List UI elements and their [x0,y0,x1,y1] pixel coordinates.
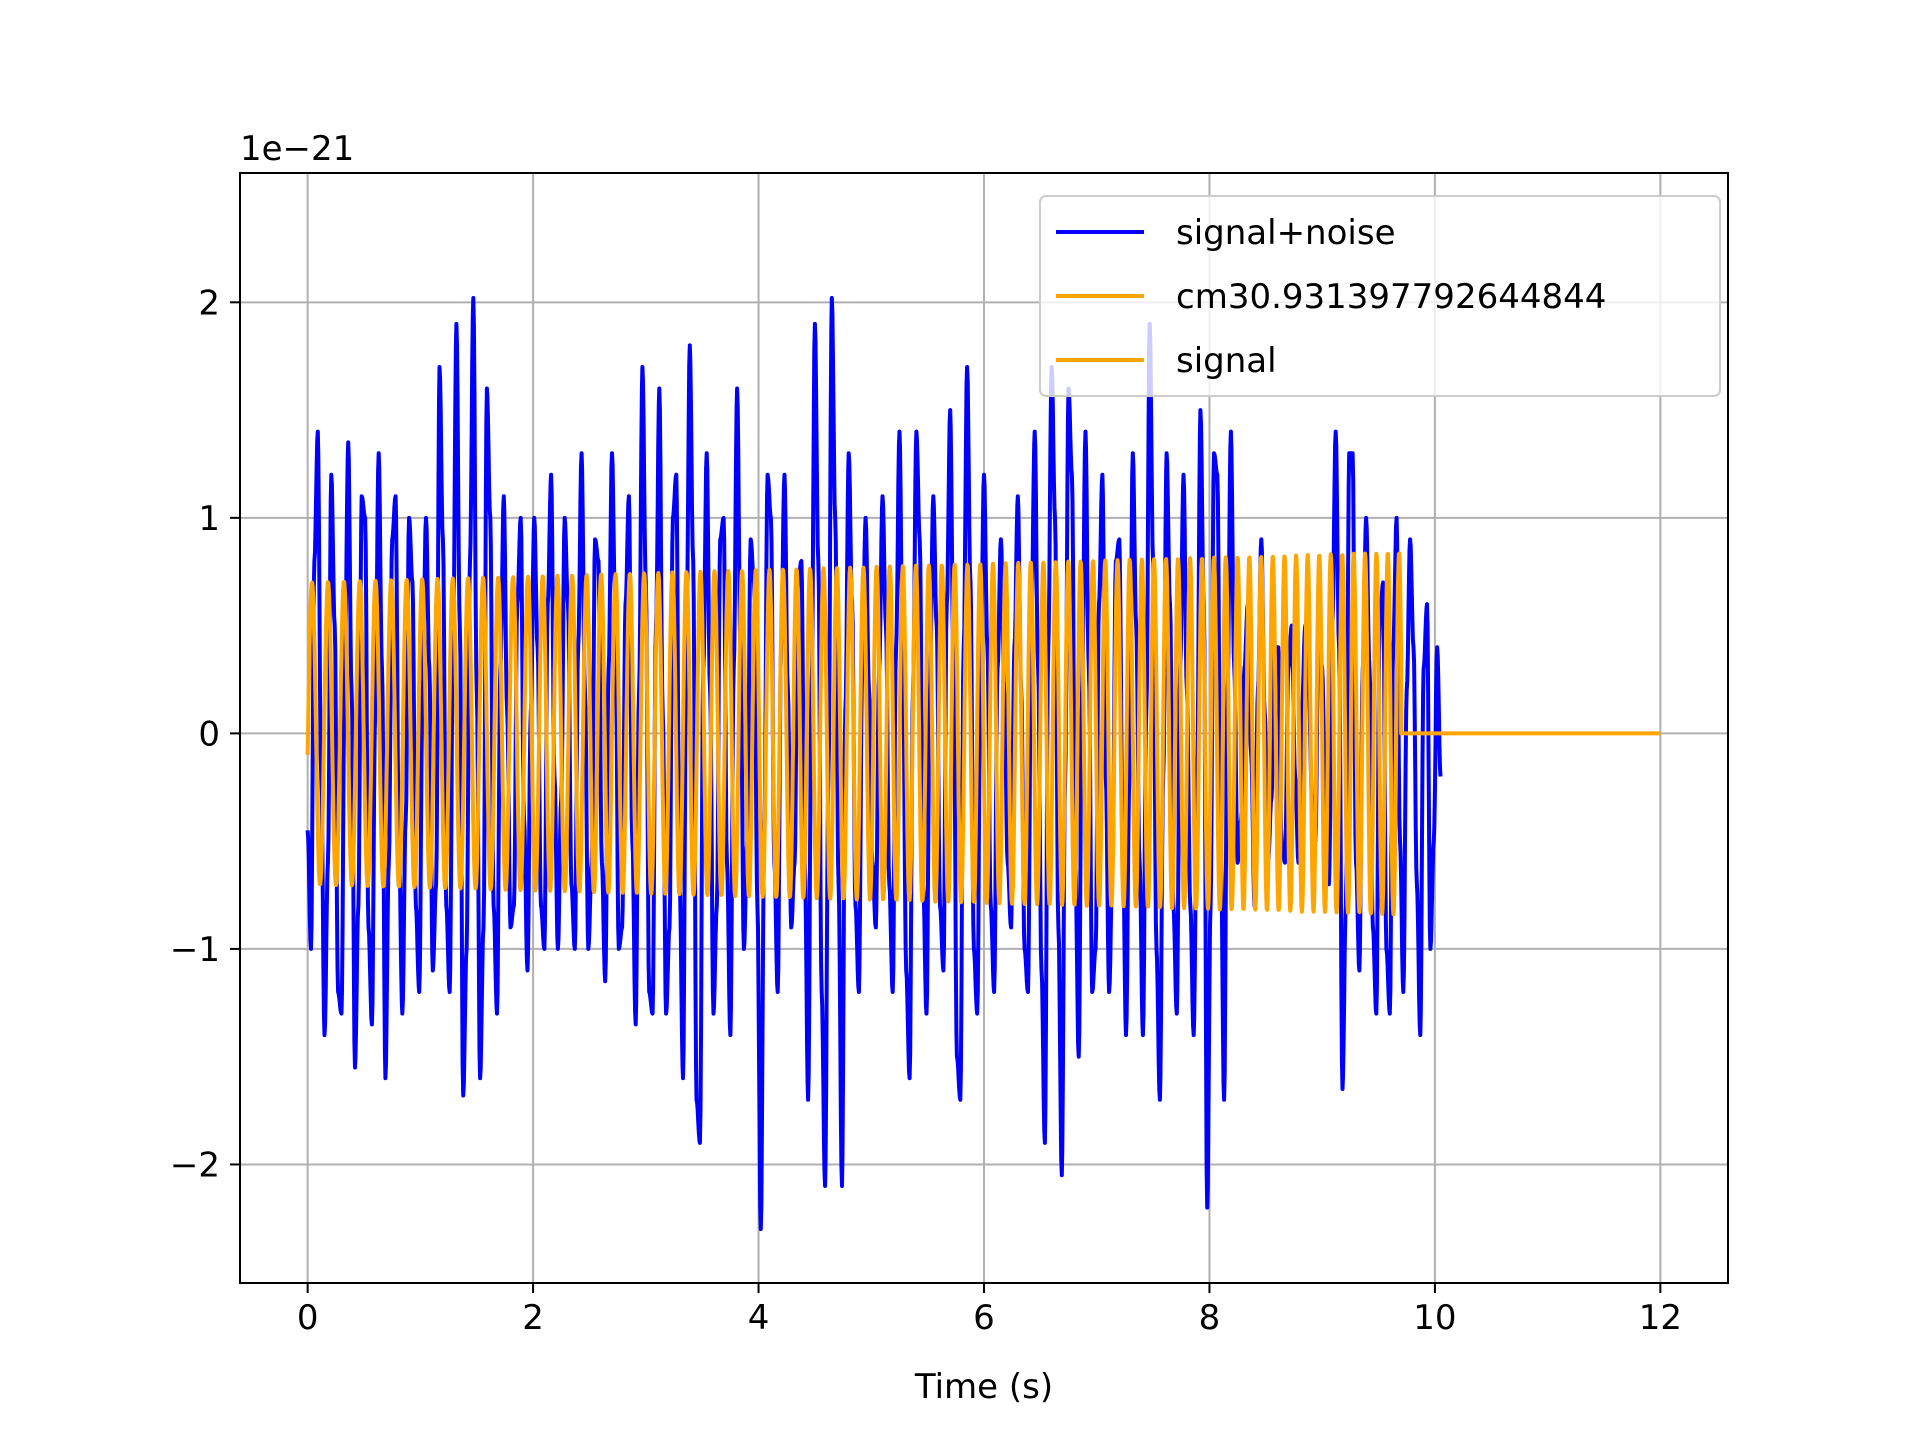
x-tick-label: 2 [522,1298,544,1338]
x-tick-label: 4 [748,1298,770,1338]
y-tick-label: 2 [198,283,220,323]
y-tick-label: −2 [170,1145,220,1185]
x-axis-label: Time (s) [914,1367,1053,1407]
x-tick-label: 0 [297,1298,319,1338]
series-line-template [305,551,1661,917]
x-tick-label: 12 [1639,1298,1682,1338]
y-offset-label: 1e−21 [240,129,354,169]
legend-label: signal+noise [1176,213,1396,253]
x-tick-label: 8 [1199,1298,1221,1338]
y-tick-label: 1 [198,499,220,539]
y-tick-label: 0 [198,714,220,754]
y-tick-label: −1 [170,930,220,970]
legend-label: cm30.931397792644844 [1176,277,1606,317]
legend-label: signal [1176,341,1277,381]
legend: signal+noise cm30.931397792644844 signal [1039,195,1721,397]
x-tick-label: 6 [973,1298,995,1338]
legend-box [1039,195,1721,397]
series-layer [305,296,1661,1232]
x-tick-label: 10 [1413,1298,1456,1338]
